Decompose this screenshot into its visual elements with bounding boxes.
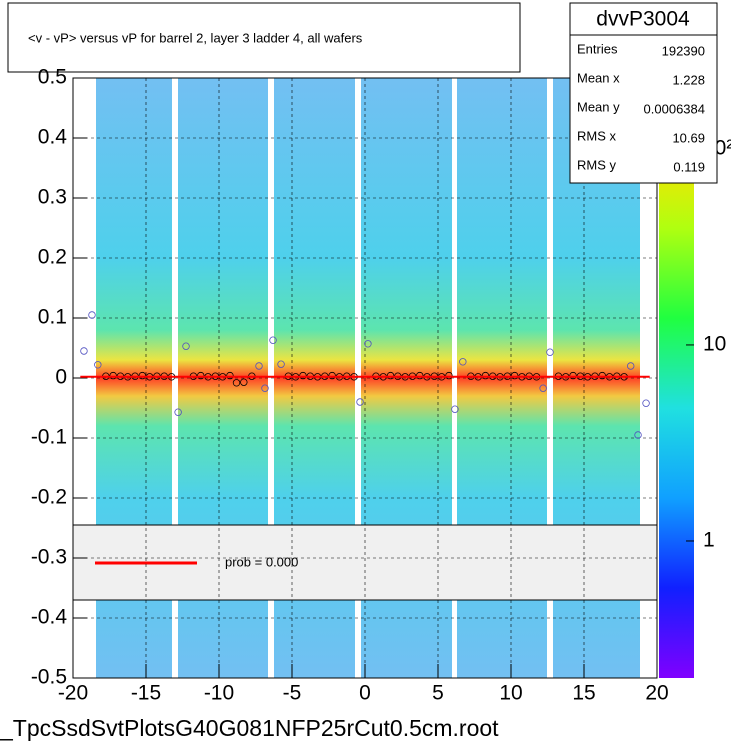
profile-point [364,340,372,348]
y-tick-label: 0.1 [38,306,67,329]
stats-value: 0.0006384 [644,101,705,116]
y-tick-label: 0.2 [38,246,67,269]
y-tick-label: -0.4 [31,606,68,629]
stats-name: RMS x [577,128,617,143]
x-tick-label: -15 [131,682,161,705]
profile-point [481,371,490,380]
profile-point [459,358,467,366]
x-tick-label: 20 [645,682,668,705]
stats-title: dvvP3004 [596,8,690,31]
y-tick-label: 0.3 [38,186,67,209]
y-tick-label: 0.5 [38,66,67,89]
profile-point [255,362,263,370]
profile-point [598,371,606,380]
stats-name: Mean x [577,70,620,85]
profile-point [299,371,307,380]
profile-point [451,405,459,413]
profile-point [627,362,635,370]
stats-name: Mean y [577,99,620,114]
z-tick-label: 1 [703,529,715,552]
profile-point [634,431,642,439]
x-tick-label: 0 [359,682,371,705]
profile-point [94,361,102,369]
profile-point [197,371,205,380]
x-tick-label: -10 [204,682,234,705]
profile-point [261,384,269,392]
legend-text: prob = 0.000 [225,554,298,569]
profile-point [174,408,182,416]
y-tick-label: -0.2 [31,486,67,509]
y-tick-label: 0 [55,366,67,389]
stats-box [569,2,718,184]
x-tick-label: -5 [283,682,302,705]
x-tick-label: 10 [499,682,522,705]
profile-point [88,311,96,319]
profile-point [539,384,547,392]
x-tick-label: 15 [572,682,595,705]
file-label: _TpcSsdSvtPlotsG40G081NFP25rCut0.5cm.roo… [0,715,499,741]
profile-point [109,371,117,380]
profile-point [445,371,453,380]
stats-name: Entries [577,41,618,56]
y-tick-label: 0.4 [38,126,68,149]
profile-point [138,371,147,380]
stats-value: 192390 [662,43,705,58]
profile-point [277,360,285,368]
profile-point [416,371,424,380]
stats-value: 0.119 [673,159,705,174]
stats-name: RMS y [577,157,617,172]
profile-point [386,371,395,380]
profile-point [226,371,234,380]
stats-value: 1.228 [672,72,705,87]
x-tick-label: -20 [58,682,88,705]
y-tick-label: -0.3 [31,546,67,569]
y-tick-label: -0.5 [31,666,67,689]
chart-title: <v - vP> versus vP for barrel 2, layer 3… [28,30,363,45]
profile-point [269,336,277,344]
profile-point [356,398,364,406]
profile-point [182,342,190,350]
y-tick-label: -0.1 [31,426,67,449]
title-box [7,2,521,73]
profile-point [240,378,248,386]
stats-value: 10.69 [672,130,705,145]
profile-point [569,371,577,380]
profile-point [546,348,554,356]
z-tick-label: 10 [703,332,726,355]
profile-point [642,399,650,407]
x-tick-label: 5 [432,682,444,705]
profile-point [510,371,519,380]
profile-point [80,347,88,355]
profile-point [328,371,336,380]
profile-point [232,379,241,387]
